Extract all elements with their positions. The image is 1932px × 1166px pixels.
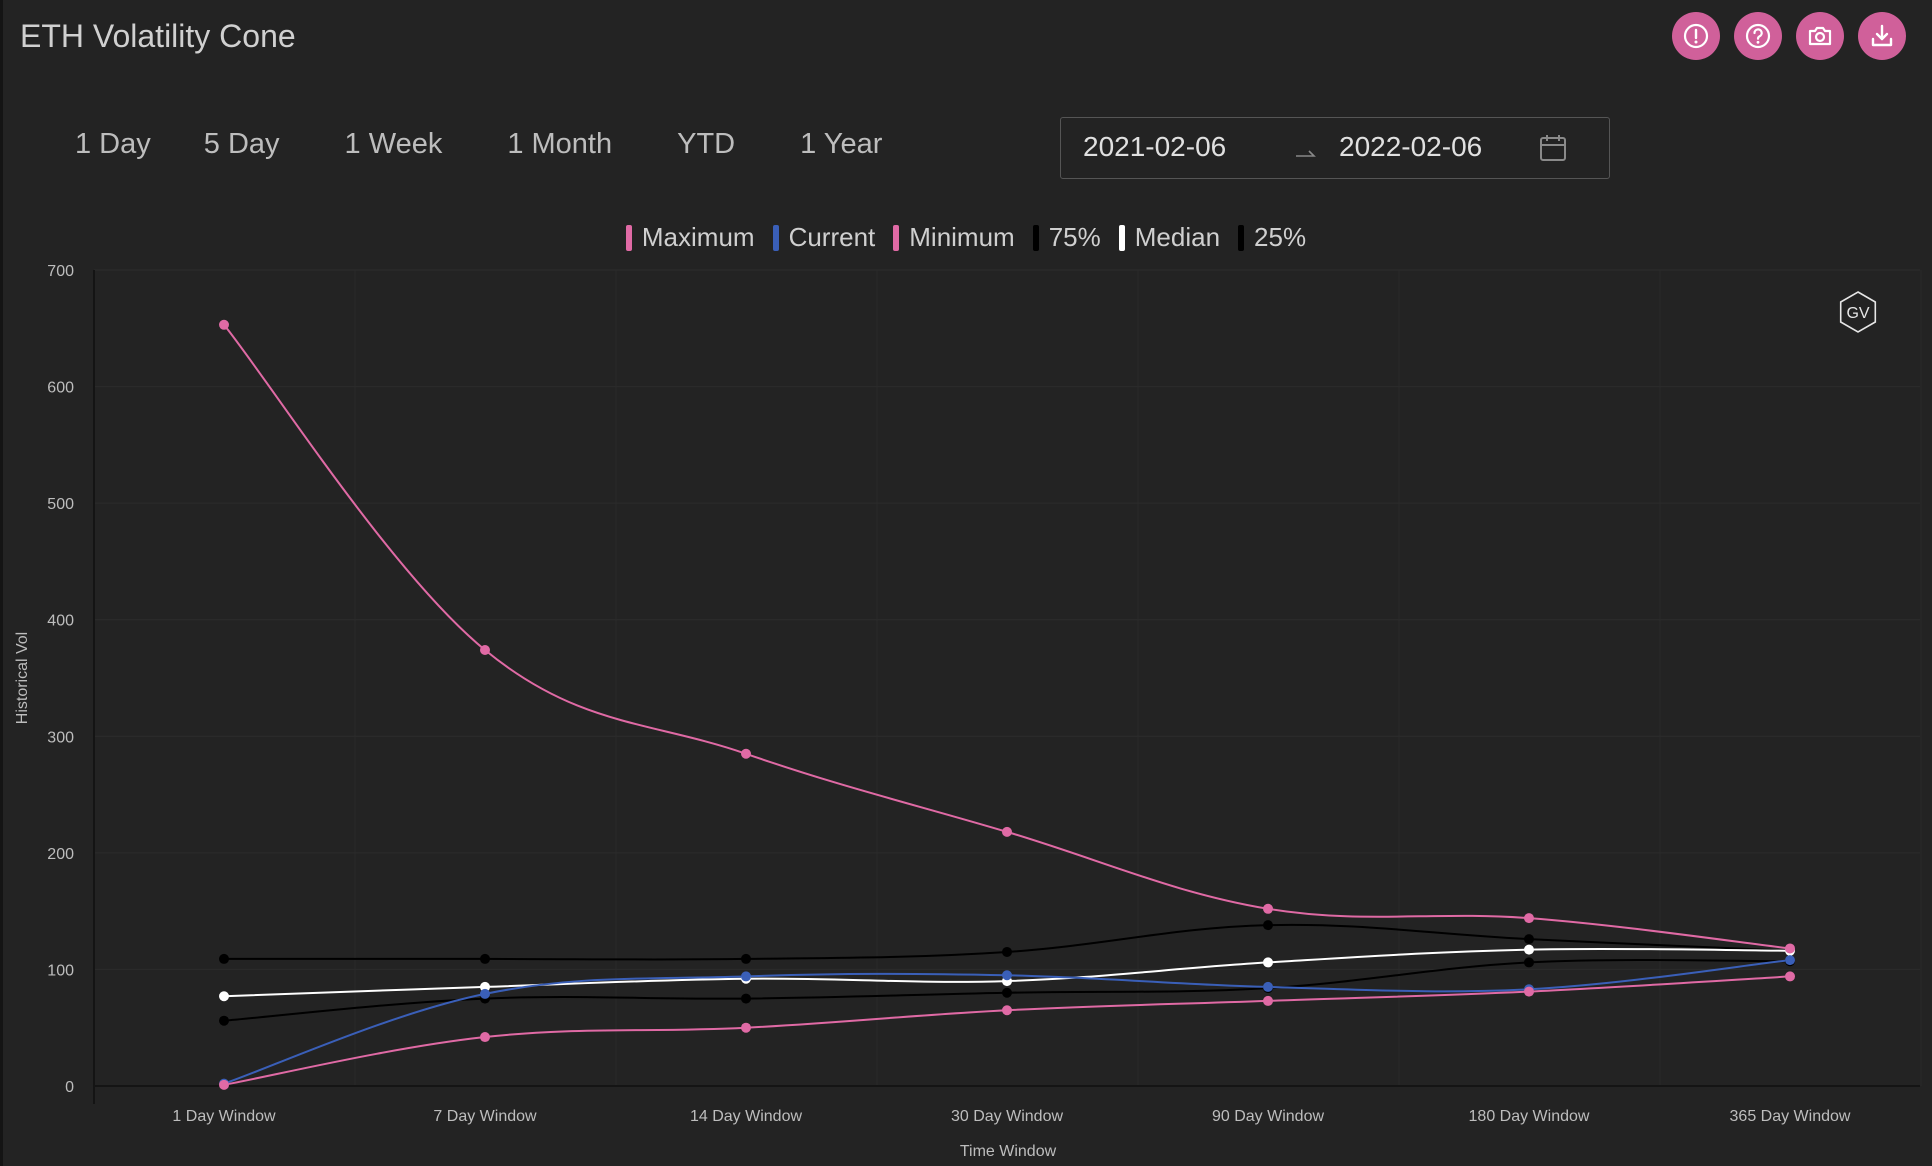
legend-label: Minimum	[909, 222, 1015, 252]
y-tick-label: 300	[47, 729, 74, 746]
range-1-month[interactable]: 1 Month	[507, 128, 613, 160]
y-tick-label: 0	[65, 1079, 74, 1096]
axes: 0 100 200 300 400 500 600 700 1 Day Window 7 Day …	[47, 263, 1920, 1125]
legend-item-25[interactable]: 25%	[1238, 222, 1306, 253]
data-point-75-pct[interactable]	[1002, 946, 1012, 957]
data-point-median[interactable]	[1263, 957, 1273, 968]
snapshot-button[interactable]	[1796, 12, 1844, 60]
chart-legend: Maximum Current Minimum 75% Median 25%	[0, 222, 1932, 253]
data-point-75-pct[interactable]	[1263, 920, 1273, 931]
legend-label: 25%	[1254, 222, 1307, 252]
x-tick-label: 30 Day Window	[951, 1108, 1063, 1125]
data-point-current[interactable]	[741, 971, 751, 982]
x-tick-label: 1 Day Window	[172, 1108, 276, 1125]
data-point-current[interactable]	[1263, 981, 1273, 992]
download-icon	[1871, 24, 1893, 47]
data-point-25-pct[interactable]	[1002, 987, 1012, 998]
data-point-median[interactable]	[1524, 944, 1534, 955]
data-point-maximum[interactable]	[1524, 913, 1534, 924]
data-point-75-pct[interactable]	[219, 953, 229, 964]
range-1-year[interactable]: 1 Year	[800, 128, 883, 160]
x-tick-label: 365 Day Window	[1730, 1108, 1851, 1125]
x-tick-label: 90 Day Window	[1212, 1108, 1324, 1125]
arrow-right-icon	[1296, 150, 1316, 157]
data-point-median[interactable]	[480, 981, 490, 992]
data-point-25-pct[interactable]	[1524, 957, 1534, 968]
camera-icon	[1808, 26, 1832, 46]
data-point-median[interactable]	[219, 991, 229, 1002]
data-point-75-pct[interactable]	[741, 953, 751, 964]
info-button[interactable]	[1672, 12, 1720, 60]
series-line-maximum	[223, 324, 1791, 950]
data-point-minimum[interactable]	[480, 1032, 490, 1043]
x-tick-label: 180 Day Window	[1469, 1108, 1590, 1125]
legend-swatch	[772, 224, 779, 251]
range-ytd[interactable]: YTD	[677, 128, 736, 160]
data-point-minimum[interactable]	[1785, 971, 1795, 982]
grid-lines	[93, 269, 1922, 1087]
data-point-maximum[interactable]	[1785, 943, 1795, 954]
watermark-logo: GV	[1839, 291, 1877, 333]
y-tick-label: 700	[47, 263, 74, 280]
data-point-current[interactable]	[1785, 955, 1795, 966]
legend-item-median[interactable]: Median	[1118, 222, 1221, 253]
download-button[interactable]	[1858, 12, 1906, 60]
legend-swatch	[1118, 224, 1125, 251]
data-point-maximum[interactable]	[480, 645, 490, 656]
y-axis-title: Historical Vol	[14, 632, 31, 724]
legend-swatch	[1032, 224, 1039, 251]
y-tick-label: 400	[47, 613, 74, 630]
data-point-75-pct[interactable]	[480, 953, 490, 964]
help-button[interactable]	[1734, 12, 1782, 60]
data-point-minimum[interactable]	[219, 1079, 229, 1090]
end-date-input[interactable]: 2022-02-06	[1339, 131, 1483, 162]
data-point-maximum[interactable]	[219, 319, 229, 330]
series-points	[219, 319, 1795, 1090]
data-point-maximum[interactable]	[1263, 903, 1273, 914]
legend-swatch	[893, 224, 900, 251]
data-point-25-pct[interactable]	[219, 1015, 229, 1026]
watermark-text: GV	[1846, 305, 1869, 322]
x-tick-label: 14 Day Window	[690, 1108, 802, 1125]
data-point-minimum[interactable]	[1263, 995, 1273, 1006]
y-tick-label: 600	[47, 380, 74, 397]
data-point-25-pct[interactable]	[741, 993, 751, 1004]
data-point-maximum[interactable]	[741, 748, 751, 759]
legend-label: Current	[788, 222, 876, 252]
y-tick-label: 100	[47, 962, 74, 979]
data-point-current[interactable]	[1002, 970, 1012, 981]
y-tick-label: 200	[47, 846, 74, 863]
question-circle-icon	[1745, 23, 1771, 49]
legend-item-minimum[interactable]: Minimum	[893, 222, 1015, 253]
legend-label: Maximum	[641, 222, 755, 252]
data-point-maximum[interactable]	[1002, 826, 1012, 837]
data-point-current[interactable]	[480, 988, 490, 999]
date-range-picker[interactable]: 2021-02-06 2022-02-06	[1060, 117, 1610, 179]
x-tick-label: 7 Day Window	[433, 1108, 537, 1125]
range-1-day[interactable]: 1 Day	[75, 128, 151, 160]
page-title: ETH Volatility Cone	[20, 18, 296, 54]
data-point-minimum[interactable]	[741, 1022, 751, 1033]
legend-label: Median	[1134, 222, 1221, 252]
data-point-75-pct[interactable]	[1524, 934, 1534, 945]
data-point-minimum[interactable]	[1524, 986, 1534, 997]
toolbar	[1672, 12, 1906, 60]
range-5-day[interactable]: 5 Day	[203, 128, 280, 160]
start-date-input[interactable]: 2021-02-06	[1083, 131, 1227, 162]
alert-circle-icon	[1683, 23, 1709, 49]
calendar-icon[interactable]	[1539, 133, 1567, 163]
legend-swatch	[1238, 224, 1245, 251]
data-point-minimum[interactable]	[1002, 1005, 1012, 1016]
y-tick-label: 500	[47, 496, 74, 513]
legend-swatch	[625, 224, 632, 251]
legend-label: 75%	[1048, 222, 1101, 252]
legend-item-75[interactable]: 75%	[1032, 222, 1101, 253]
legend-item-current[interactable]: Current	[772, 222, 876, 253]
range-selector: 1 Day 5 Day 1 Week 1 Month YTD 1 Year	[50, 128, 907, 161]
legend-item-maximum[interactable]: Maximum	[625, 222, 755, 253]
range-1-week[interactable]: 1 Week	[344, 128, 443, 160]
x-axis-title: Time Window	[960, 1143, 1057, 1160]
